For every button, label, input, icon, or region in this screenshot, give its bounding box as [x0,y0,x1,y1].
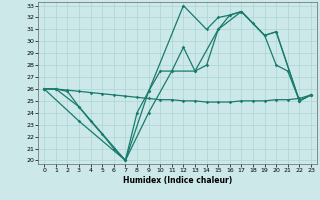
X-axis label: Humidex (Indice chaleur): Humidex (Indice chaleur) [123,176,232,185]
